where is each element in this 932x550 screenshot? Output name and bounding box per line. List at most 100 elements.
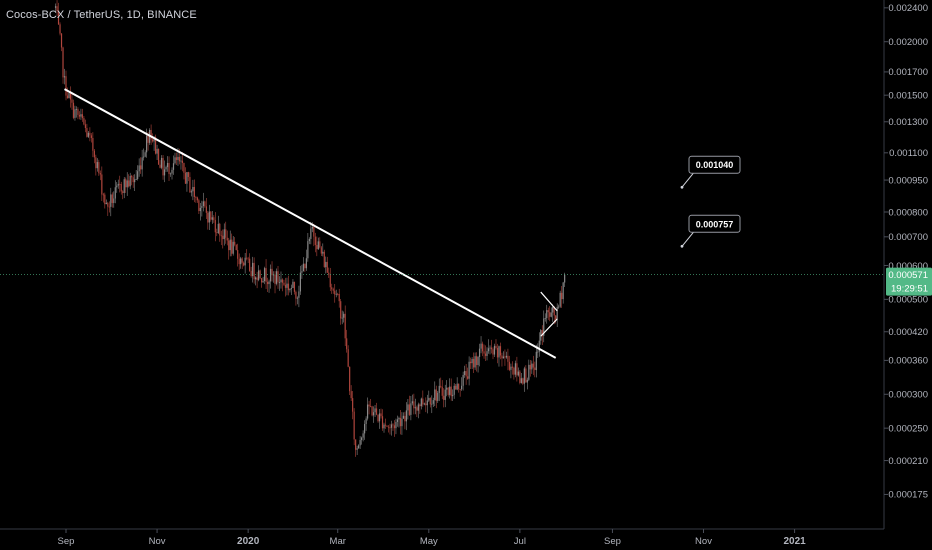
- candle: [483, 344, 485, 359]
- candle: [98, 159, 100, 176]
- candle: [172, 155, 175, 175]
- candle: [431, 395, 433, 414]
- candle: [63, 68, 66, 85]
- price-axis[interactable]: 0.002400 0.002000 0.001700 0.001500 0.001300…: [883, 0, 928, 529]
- time-axis[interactable]: Sep Nov 2020 Mar May Jul Sep Nov 2021: [0, 528, 884, 547]
- candle: [183, 162, 185, 180]
- candle: [532, 355, 534, 376]
- candle: [293, 281, 296, 295]
- candle: [219, 222, 221, 242]
- candle: [393, 420, 396, 437]
- candle: [104, 192, 106, 209]
- candle: [414, 398, 416, 415]
- candle: [434, 381, 436, 407]
- candle: [207, 211, 209, 230]
- candle: [304, 263, 306, 272]
- candle: [292, 279, 294, 289]
- candle: [440, 377, 442, 389]
- candle: [481, 341, 484, 357]
- candle: [511, 361, 514, 375]
- candle: [486, 347, 488, 361]
- candle: [162, 154, 164, 180]
- candle: [205, 197, 207, 219]
- candle: [57, 2, 60, 26]
- candle: [308, 237, 310, 245]
- price-tick-label: 0.000250: [888, 423, 928, 434]
- candle: [268, 279, 270, 293]
- candle: [429, 397, 431, 408]
- candle: [552, 304, 554, 322]
- candle: [534, 361, 536, 378]
- candle: [471, 357, 473, 370]
- candle: [129, 172, 131, 190]
- candle: [344, 305, 346, 347]
- price-callout[interactable]: 0.000757: [680, 214, 741, 248]
- candle: [487, 339, 490, 354]
- candle: [371, 405, 373, 417]
- candle: [259, 269, 261, 280]
- candle: [531, 360, 533, 374]
- candle: [398, 416, 400, 428]
- candle: [396, 415, 399, 427]
- callout-label: 0.001040: [696, 160, 734, 170]
- wedge-trendline[interactable]: [540, 291, 558, 312]
- main-trendline[interactable]: [64, 88, 557, 359]
- candle: [71, 91, 73, 110]
- candle: [120, 181, 122, 195]
- candle: [302, 257, 304, 272]
- candle: [138, 158, 140, 177]
- time-tick-label: Sep: [58, 536, 75, 547]
- price-tick-label: 0.000700: [888, 232, 928, 243]
- candle: [220, 230, 222, 246]
- candle: [274, 271, 276, 294]
- candle: [271, 261, 273, 282]
- candle: [78, 111, 81, 120]
- price-callout[interactable]: 0.001040: [680, 155, 741, 189]
- candle: [83, 115, 85, 126]
- candle: [449, 378, 451, 399]
- candle: [474, 352, 476, 370]
- candle: [338, 288, 340, 308]
- candle: [235, 244, 237, 251]
- candle: [217, 215, 219, 235]
- candle: [368, 400, 370, 415]
- candle: [165, 165, 167, 173]
- candle: [59, 22, 61, 36]
- candle: [90, 133, 92, 143]
- candle: [516, 356, 518, 382]
- candle: [387, 424, 390, 433]
- wedge-trendline[interactable]: [540, 318, 558, 337]
- candle: [462, 371, 464, 391]
- candle: [144, 150, 146, 158]
- candle: [492, 347, 494, 360]
- candle: [241, 256, 243, 270]
- candle: [495, 339, 497, 350]
- candle: [84, 119, 87, 133]
- candle: [346, 329, 348, 353]
- candle: [102, 192, 104, 203]
- candle: [226, 230, 228, 246]
- candle: [157, 148, 160, 165]
- candle: [62, 46, 64, 84]
- candle: [107, 201, 109, 217]
- candle: [559, 290, 561, 308]
- candle: [286, 277, 288, 296]
- time-tick-label: May: [420, 536, 438, 547]
- candle: [529, 360, 531, 377]
- candle: [422, 390, 424, 407]
- time-tick-label: 2021: [783, 536, 806, 547]
- candle: [384, 418, 387, 429]
- candle: [556, 303, 558, 328]
- candle: [543, 310, 545, 343]
- candle: [128, 174, 130, 188]
- candle: [526, 377, 528, 390]
- candle: [380, 408, 382, 419]
- price-tick-label: 0.000300: [888, 390, 928, 401]
- candle: [228, 237, 230, 260]
- candle: [299, 265, 302, 295]
- candle: [423, 402, 425, 406]
- candle: [255, 276, 257, 286]
- candle: [386, 425, 388, 427]
- candle: [65, 70, 67, 101]
